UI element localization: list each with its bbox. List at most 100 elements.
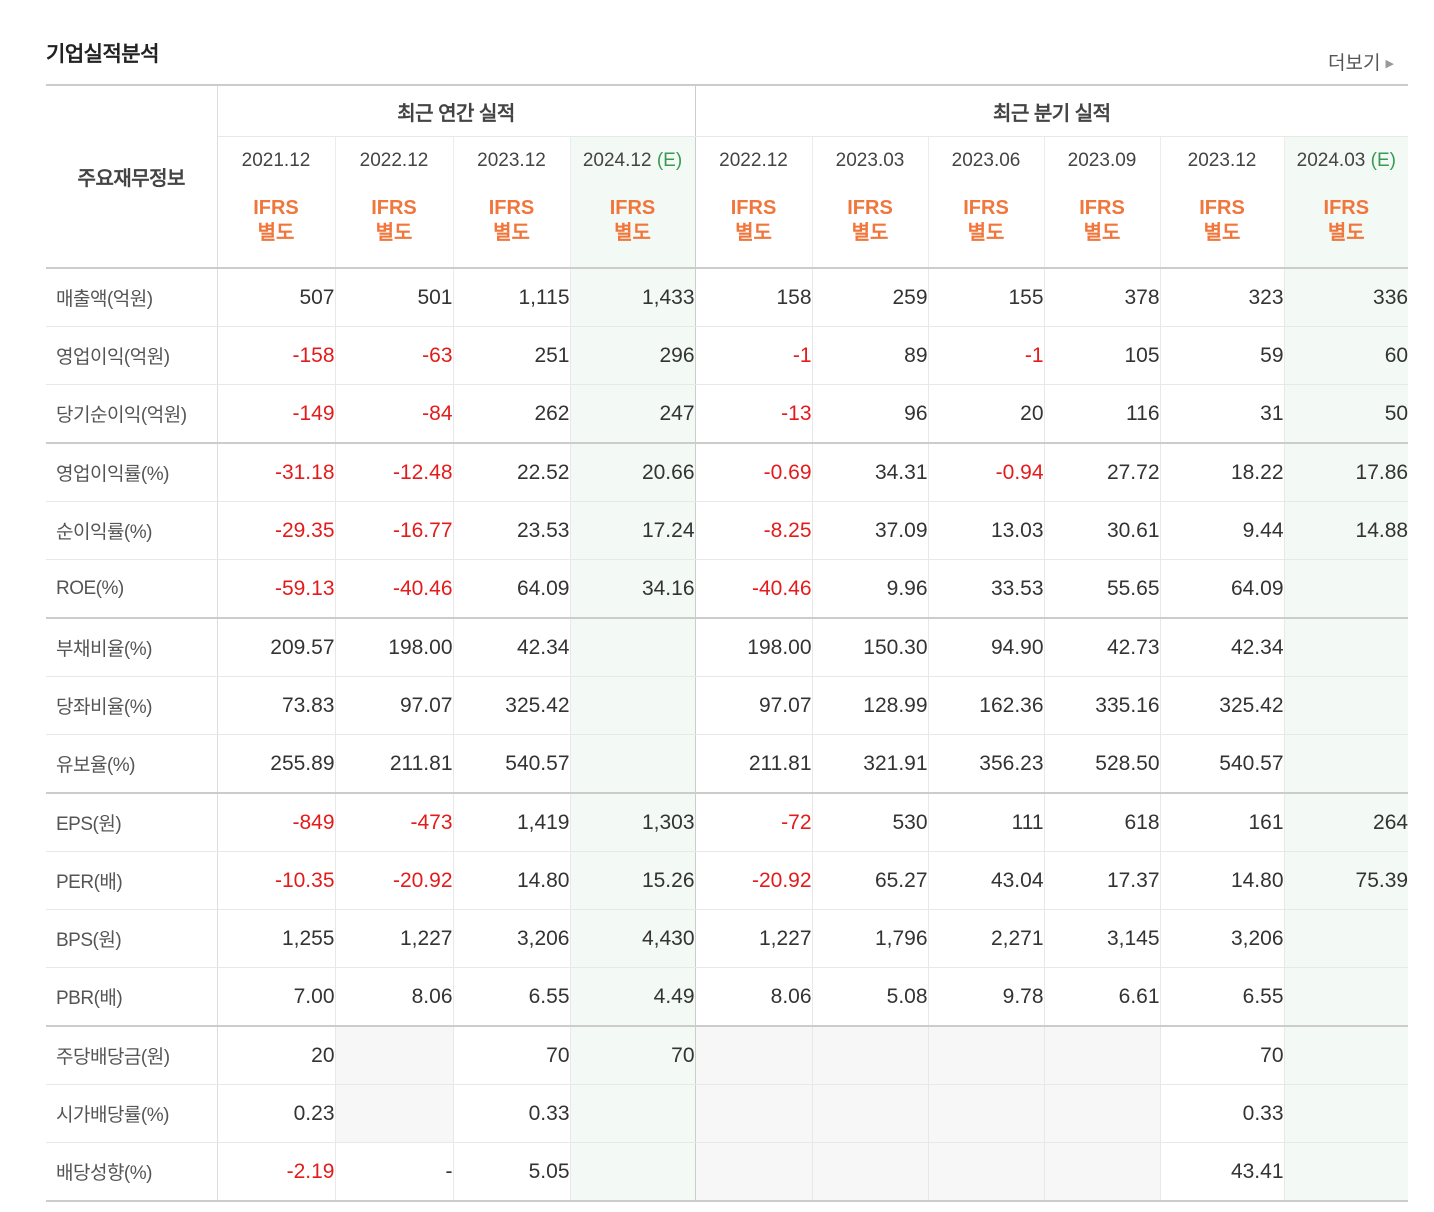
type-line1: IFRS	[253, 197, 299, 219]
value-cell: 6.55	[1159, 967, 1285, 1027]
value-cell: 59	[1159, 326, 1285, 385]
value-cell: 150.30	[811, 617, 929, 677]
value-cell: -20.92	[694, 851, 813, 910]
value-cell: 5.08	[811, 967, 929, 1027]
period-label: 2022.12	[719, 150, 788, 171]
period-header: 2023.12	[452, 136, 570, 185]
table-row: 당좌비율(%) 73.83 97.07 325.42 97.07 128.99 162.36…	[46, 676, 1409, 735]
value-cell	[334, 1084, 453, 1143]
value-cell: 1,796	[811, 909, 929, 968]
value-cell: 0.33	[1159, 1084, 1285, 1143]
table-body: 매출액(억원) 507 501 1,115 1,433 158 259 155 378 323 33…	[46, 268, 1409, 1202]
value-cell: -40.46	[334, 559, 453, 619]
row-label: 유보율(%)	[46, 734, 218, 794]
value-cell: 14.80	[1159, 851, 1285, 910]
value-cell: 1,255	[216, 909, 335, 968]
table-row: 영업이익률(%) -31.18 -12.48 22.52 20.66 -0.69 34.31…	[46, 442, 1409, 502]
accounting-type-header: IFRS 별도	[334, 185, 453, 269]
value-cell	[1043, 1025, 1161, 1085]
accounting-type-header: IFRS 별도	[927, 185, 1045, 269]
period-header-row: 2021.12 2022.12 2023.12 2024.12 (E) 2022.12 2…	[46, 136, 1409, 185]
value-cell	[1043, 1142, 1161, 1202]
value-cell: 155	[927, 268, 1045, 327]
row-label: PER(배)	[46, 851, 218, 910]
value-cell: 1,227	[334, 909, 453, 968]
value-cell: 325.42	[452, 676, 570, 735]
value-cell	[1283, 617, 1409, 677]
value-cell: 60	[1283, 326, 1409, 385]
period-header: 2024.12 (E)	[569, 136, 696, 185]
value-cell: 50	[1283, 384, 1409, 444]
value-cell: 43.41	[1159, 1142, 1285, 1202]
value-cell	[694, 1142, 813, 1202]
value-cell: 6.61	[1043, 967, 1161, 1027]
value-cell	[811, 1084, 929, 1143]
value-cell: 0.33	[452, 1084, 570, 1143]
row-label: 매출액(억원)	[46, 268, 218, 327]
value-cell	[1283, 909, 1409, 968]
value-cell: 2,271	[927, 909, 1045, 968]
row-label: 순이익률(%)	[46, 501, 218, 560]
accounting-type-header: IFRS 별도	[811, 185, 929, 269]
value-cell: 7.00	[216, 967, 335, 1027]
table-row: 부채비율(%) 209.57 198.00 42.34 198.00 150.30 94.9…	[46, 617, 1409, 677]
value-cell	[811, 1025, 929, 1085]
value-cell	[1283, 559, 1409, 619]
value-cell: 540.57	[452, 734, 570, 794]
value-cell: -20.92	[334, 851, 453, 910]
period-header: 2023.09	[1043, 136, 1161, 185]
value-cell: -29.35	[216, 501, 335, 560]
value-cell: 97.07	[334, 676, 453, 735]
value-cell: 9.78	[927, 967, 1045, 1027]
period-header: 2023.03	[811, 136, 929, 185]
value-cell	[927, 1142, 1045, 1202]
value-cell: 1,433	[569, 268, 696, 327]
value-cell: 198.00	[334, 617, 453, 677]
row-label: 부채비율(%)	[46, 617, 218, 677]
accounting-type-header: IFRS 별도	[1043, 185, 1161, 269]
value-cell: 618	[1043, 792, 1161, 852]
value-cell	[1283, 967, 1409, 1027]
value-cell: 161	[1159, 792, 1285, 852]
value-cell: 211.81	[694, 734, 813, 794]
value-cell: -72	[694, 792, 813, 852]
table-row: BPS(원) 1,255 1,227 3,206 4,430 1,227 1,796 2,27…	[46, 909, 1409, 968]
value-cell	[1283, 1084, 1409, 1143]
value-cell: 259	[811, 268, 929, 327]
value-cell: 116	[1043, 384, 1161, 444]
period-label: 2023.12	[477, 150, 546, 171]
value-cell: 0.23	[216, 1084, 335, 1143]
value-cell: 73.83	[216, 676, 335, 735]
value-cell	[569, 1142, 696, 1202]
table-row: PBR(배) 7.00 8.06 6.55 4.49 8.06 5.08 9.78 6.61 6.…	[46, 967, 1409, 1027]
period-header: 2024.03 (E)	[1283, 136, 1409, 185]
value-cell: -849	[216, 792, 335, 852]
row-label: 영업이익률(%)	[46, 442, 218, 502]
value-cell: 23.53	[452, 501, 570, 560]
value-cell: 162.36	[927, 676, 1045, 735]
more-link[interactable]: 더보기 ▶	[1328, 48, 1394, 75]
value-cell: 17.86	[1283, 442, 1409, 502]
period-label: 2024.12	[582, 150, 652, 171]
value-cell	[1283, 1025, 1409, 1085]
value-cell: 8.06	[334, 967, 453, 1027]
period-label: 2022.12	[359, 150, 429, 171]
value-cell: 255.89	[216, 734, 335, 794]
value-cell: 55.65	[1043, 559, 1161, 619]
value-cell: 262	[452, 384, 570, 444]
value-cell: 264	[1283, 792, 1409, 852]
value-cell: 9.44	[1159, 501, 1285, 560]
value-cell: 20.66	[569, 442, 696, 502]
value-cell: 540.57	[1159, 734, 1285, 794]
value-cell: -0.94	[927, 442, 1045, 502]
value-cell	[811, 1142, 929, 1202]
table-row: 영업이익(억원) -158 -63 251 296 -1 89 -1 105 59 60	[46, 326, 1409, 385]
value-cell: 323	[1159, 268, 1285, 327]
value-cell: 14.88	[1283, 501, 1409, 560]
accounting-type-header: IFRS 별도	[694, 185, 813, 269]
table-row: 매출액(억원) 507 501 1,115 1,433 158 259 155 378 323 33…	[46, 268, 1409, 327]
accounting-type-header: IFRS 별도	[1159, 185, 1285, 269]
row-label: BPS(원)	[46, 909, 218, 968]
table-row: EPS(원) -849 -473 1,419 1,303 -72 530 111 618 161 2…	[46, 792, 1409, 852]
value-cell: 64.09	[452, 559, 570, 619]
